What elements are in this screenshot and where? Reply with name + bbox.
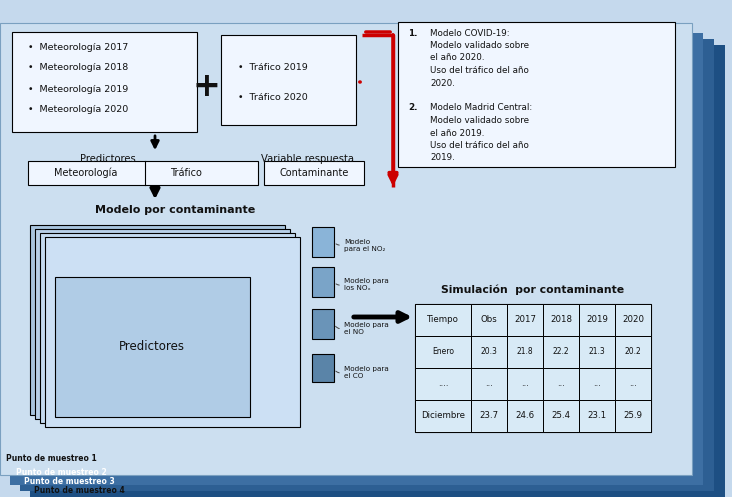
Bar bbox=[507, 304, 543, 336]
Bar bbox=[471, 304, 507, 336]
Text: 25.4: 25.4 bbox=[551, 412, 570, 420]
Bar bbox=[579, 368, 615, 400]
Text: Punto de muestreo 1: Punto de muestreo 1 bbox=[6, 454, 97, 463]
Text: 21.3: 21.3 bbox=[589, 347, 605, 356]
Text: •  Tráfico 2019: • Tráfico 2019 bbox=[238, 63, 307, 72]
Bar bbox=[543, 400, 579, 432]
Text: Meteorología: Meteorología bbox=[54, 168, 118, 178]
Text: •  Meteorología 2020: • Meteorología 2020 bbox=[28, 105, 128, 114]
Text: 23.1: 23.1 bbox=[588, 412, 607, 420]
Text: Variable respuesta: Variable respuesta bbox=[261, 154, 354, 164]
Bar bbox=[471, 400, 507, 432]
Bar bbox=[415, 400, 471, 432]
Bar bbox=[615, 400, 651, 432]
Bar bbox=[415, 368, 471, 400]
Bar bbox=[543, 368, 579, 400]
Text: ...: ... bbox=[485, 380, 493, 389]
Bar bbox=[507, 368, 543, 400]
Text: Tráfico: Tráfico bbox=[170, 168, 202, 178]
Text: Uso del tráfico del año: Uso del tráfico del año bbox=[430, 66, 529, 75]
Text: 2.: 2. bbox=[408, 103, 417, 112]
Bar bbox=[415, 336, 471, 368]
Text: Modelo por contaminante: Modelo por contaminante bbox=[95, 205, 255, 215]
Text: Modelo
para el NO₂: Modelo para el NO₂ bbox=[344, 239, 385, 251]
Text: ...: ... bbox=[593, 380, 601, 389]
Text: 2020: 2020 bbox=[622, 316, 644, 325]
Bar bbox=[543, 336, 579, 368]
Text: 2018: 2018 bbox=[550, 316, 572, 325]
Text: 25.9: 25.9 bbox=[624, 412, 643, 420]
Bar bbox=[615, 368, 651, 400]
Bar bbox=[615, 304, 651, 336]
Text: 20.3: 20.3 bbox=[481, 347, 498, 356]
Bar bbox=[55, 277, 250, 417]
Bar bbox=[615, 336, 651, 368]
Text: el año 2020.: el año 2020. bbox=[430, 54, 485, 63]
Bar bbox=[312, 354, 334, 382]
Text: Punto de muestreo 2: Punto de muestreo 2 bbox=[16, 468, 107, 477]
Text: ...: ... bbox=[557, 380, 565, 389]
Text: 2020.: 2020. bbox=[430, 79, 455, 87]
Text: 1.: 1. bbox=[408, 28, 417, 37]
Text: 22.2: 22.2 bbox=[553, 347, 569, 356]
Bar bbox=[40, 233, 295, 423]
Bar bbox=[507, 336, 543, 368]
Bar bbox=[312, 309, 334, 339]
Bar bbox=[12, 32, 197, 132]
Text: Uso del tráfico del año: Uso del tráfico del año bbox=[430, 141, 529, 150]
Bar bbox=[312, 267, 334, 297]
Text: Predictores: Predictores bbox=[119, 340, 185, 353]
Text: Diciembre: Diciembre bbox=[421, 412, 465, 420]
Text: 24.6: 24.6 bbox=[515, 412, 534, 420]
Text: 2017: 2017 bbox=[514, 316, 536, 325]
Bar bbox=[45, 237, 300, 427]
Bar bbox=[415, 304, 651, 432]
Text: •  Meteorología 2019: • Meteorología 2019 bbox=[28, 84, 128, 93]
Text: Obs: Obs bbox=[481, 316, 497, 325]
Bar bbox=[221, 35, 356, 125]
Bar bbox=[471, 368, 507, 400]
Bar bbox=[312, 227, 334, 257]
Text: Tiempo: Tiempo bbox=[427, 316, 459, 325]
Text: 2019.: 2019. bbox=[430, 154, 455, 163]
Text: Modelo para
el CO: Modelo para el CO bbox=[344, 366, 389, 380]
Bar bbox=[415, 304, 471, 336]
Text: •  Tráfico 2020: • Tráfico 2020 bbox=[238, 92, 307, 101]
Text: ...: ... bbox=[629, 380, 637, 389]
Bar bbox=[35, 229, 290, 419]
Text: ...: ... bbox=[521, 380, 529, 389]
Text: 2019: 2019 bbox=[586, 316, 608, 325]
Text: •  Meteorología 2017: • Meteorología 2017 bbox=[28, 43, 128, 52]
Bar bbox=[28, 161, 258, 185]
Bar bbox=[579, 304, 615, 336]
Bar bbox=[471, 336, 507, 368]
Text: 20.2: 20.2 bbox=[624, 347, 641, 356]
Bar bbox=[579, 400, 615, 432]
Text: Modelo para
el NO: Modelo para el NO bbox=[344, 323, 389, 335]
Text: •  Meteorología 2018: • Meteorología 2018 bbox=[28, 64, 128, 73]
Text: Modelo COVID-19:: Modelo COVID-19: bbox=[430, 28, 509, 37]
Text: Modelo validado sobre: Modelo validado sobre bbox=[430, 116, 529, 125]
Text: ....: .... bbox=[438, 380, 448, 389]
Text: 21.8: 21.8 bbox=[517, 347, 534, 356]
Text: Modelo para
los NOₓ: Modelo para los NOₓ bbox=[344, 278, 389, 292]
Bar bbox=[264, 161, 364, 185]
Text: Punto de muestreo 3: Punto de muestreo 3 bbox=[24, 477, 115, 486]
Text: Punto de muestreo 4: Punto de muestreo 4 bbox=[34, 486, 124, 495]
Text: Predictores: Predictores bbox=[80, 154, 136, 164]
Bar bbox=[543, 304, 579, 336]
Text: Modelo Madrid Central:: Modelo Madrid Central: bbox=[430, 103, 532, 112]
Bar bbox=[507, 400, 543, 432]
Bar bbox=[30, 225, 285, 415]
Text: Modelo validado sobre: Modelo validado sobre bbox=[430, 41, 529, 50]
Text: Enero: Enero bbox=[432, 347, 454, 356]
Text: Contaminante: Contaminante bbox=[280, 168, 348, 178]
Text: +: + bbox=[192, 71, 220, 103]
Text: Simulación  por contaminante: Simulación por contaminante bbox=[441, 285, 624, 295]
Bar bbox=[398, 22, 675, 167]
Text: 23.7: 23.7 bbox=[479, 412, 498, 420]
Bar bbox=[579, 336, 615, 368]
Text: el año 2019.: el año 2019. bbox=[430, 129, 485, 138]
